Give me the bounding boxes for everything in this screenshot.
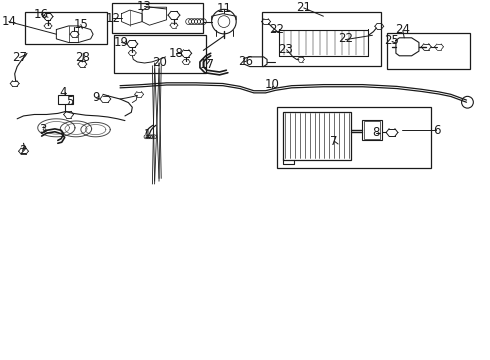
Text: 3: 3 bbox=[39, 123, 47, 136]
Text: 22: 22 bbox=[270, 23, 284, 36]
Bar bbox=[362, 120, 382, 140]
Text: 6: 6 bbox=[433, 124, 441, 137]
Text: 21: 21 bbox=[296, 1, 311, 14]
Text: 27: 27 bbox=[12, 51, 27, 64]
Bar bbox=[262, 12, 381, 66]
Text: 7: 7 bbox=[330, 135, 338, 148]
Text: 16: 16 bbox=[34, 8, 49, 21]
Text: 15: 15 bbox=[74, 18, 88, 31]
Text: 14: 14 bbox=[1, 15, 16, 28]
Text: 24: 24 bbox=[395, 23, 410, 36]
Text: 20: 20 bbox=[152, 57, 167, 69]
Text: 12: 12 bbox=[105, 12, 120, 24]
Text: 17: 17 bbox=[199, 58, 214, 71]
Text: 4: 4 bbox=[59, 86, 67, 99]
Text: 9: 9 bbox=[92, 91, 100, 104]
Text: 23: 23 bbox=[278, 43, 293, 56]
Bar bbox=[114, 35, 206, 73]
Text: 13: 13 bbox=[137, 0, 152, 13]
Text: 5: 5 bbox=[66, 95, 74, 108]
Text: 1: 1 bbox=[143, 129, 151, 141]
Bar bbox=[112, 3, 203, 33]
Bar bbox=[58, 95, 73, 104]
Text: 25: 25 bbox=[385, 34, 399, 47]
Text: 22: 22 bbox=[338, 32, 353, 45]
Text: 11: 11 bbox=[217, 3, 231, 15]
Bar bbox=[283, 112, 351, 160]
Text: 28: 28 bbox=[75, 51, 90, 64]
Text: 19: 19 bbox=[114, 36, 129, 49]
Bar bbox=[364, 121, 380, 139]
Bar bbox=[387, 33, 470, 69]
Text: 8: 8 bbox=[372, 126, 380, 139]
Text: 2: 2 bbox=[19, 144, 26, 157]
Bar bbox=[277, 107, 431, 168]
Text: 26: 26 bbox=[239, 55, 253, 68]
Text: 10: 10 bbox=[265, 78, 279, 91]
Text: 18: 18 bbox=[169, 47, 184, 60]
Bar bbox=[25, 12, 107, 44]
